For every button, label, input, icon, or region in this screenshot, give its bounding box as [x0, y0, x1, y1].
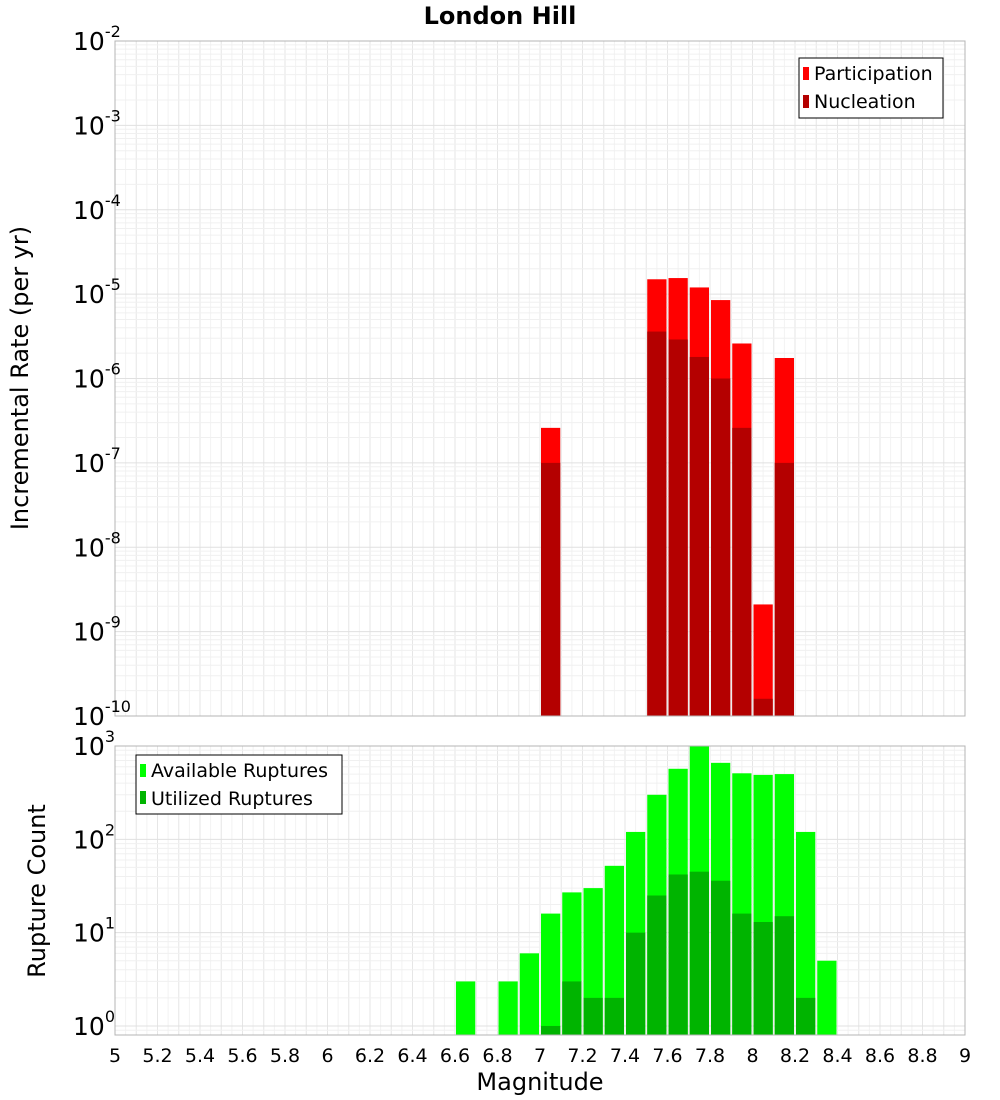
top-legend: Participation Nucleation: [798, 57, 944, 119]
x-tick-label: 8: [746, 1045, 758, 1067]
nucleation-bar: [774, 462, 794, 716]
utilized-ruptures-bar: [562, 981, 582, 1035]
y-tick-label: 10-3: [73, 106, 121, 140]
y-tick-label: 10-9: [73, 613, 121, 647]
utilized-ruptures-bar: [689, 871, 709, 1035]
x-tick-label: 7: [534, 1045, 546, 1067]
x-tick-label: 9: [959, 1045, 971, 1067]
top-bars: [541, 278, 794, 716]
utilized-ruptures-bar: [668, 874, 688, 1035]
top-legend-box: [798, 57, 944, 119]
utilized-ruptures-bar: [774, 916, 794, 1035]
bottom-y-tick-labels: 100 101 102 103: [73, 727, 115, 1041]
y-tick-label: 10-6: [73, 360, 121, 394]
available-ruptures-bar: [796, 831, 816, 1035]
x-axis-label: Magnitude: [476, 1068, 603, 1096]
legend-swatch-available: [140, 764, 146, 777]
top-panel: 10-10 10-9 10-8 10-7 10-6 10-5 10-4 10-3 10-2 In…: [6, 22, 966, 731]
x-tick-label: 8.8: [907, 1045, 937, 1067]
x-tick-label: 6.8: [482, 1045, 512, 1067]
top-y-axis-label: Incremental Rate (per yr): [6, 226, 34, 530]
nucleation-bar: [732, 427, 752, 716]
y-tick-label: 10-7: [73, 444, 121, 478]
y-tick-label: 10-10: [73, 697, 131, 731]
x-tick-label: 5: [109, 1045, 121, 1067]
x-tick-label: 8.4: [822, 1045, 852, 1067]
available-ruptures-bar: [817, 960, 837, 1035]
x-tick-label: 5.6: [227, 1045, 257, 1067]
legend-label-nucleation: Nucleation: [814, 91, 916, 113]
legend-label-utilized: Utilized Ruptures: [151, 788, 313, 810]
top-y-tick-labels: 10-10 10-9 10-8 10-7 10-6 10-5 10-4 10-3 10-2: [73, 22, 131, 731]
y-tick-label: 100: [73, 1007, 115, 1041]
y-tick-label: 10-2: [73, 22, 121, 56]
x-tick-label: 7.8: [695, 1045, 725, 1067]
y-tick-label: 102: [73, 820, 115, 854]
utilized-ruptures-bar: [711, 880, 731, 1035]
x-tick-label: 6.6: [440, 1045, 470, 1067]
top-plot-border: [114, 40, 966, 717]
legend-swatch-nucleation: [803, 95, 809, 108]
y-tick-label: 101: [73, 914, 115, 948]
available-ruptures-bar: [498, 981, 518, 1035]
utilized-ruptures-bar: [626, 932, 646, 1035]
available-ruptures-bar: [519, 953, 539, 1035]
participation-bar: [753, 604, 773, 716]
nucleation-bar: [689, 356, 709, 716]
legend-swatch-participation: [803, 67, 809, 80]
y-tick-label: 10-4: [73, 191, 121, 225]
x-tick-label: 7.6: [652, 1045, 682, 1067]
bottom-panel: 100 101 102 103 5 5.2 5.4 5.6 5.8 6 6.2 6.4 6.6 6.8 7…: [23, 727, 971, 1096]
available-ruptures-bar: [456, 981, 476, 1035]
x-tick-label: 8.2: [780, 1045, 810, 1067]
x-tick-label: 5.2: [142, 1045, 172, 1067]
top-grid: [114, 40, 966, 717]
bottom-y-axis-label: Rupture Count: [23, 804, 51, 978]
utilized-ruptures-bar: [583, 997, 603, 1035]
x-tick-label: 5.4: [185, 1045, 215, 1067]
x-tick-label: 6.4: [397, 1045, 427, 1067]
y-tick-label: 10-8: [73, 528, 121, 562]
legend-label-available: Available Ruptures: [151, 760, 328, 782]
utilized-ruptures-bar: [732, 913, 752, 1035]
nucleation-bar: [711, 378, 731, 716]
y-tick-label: 10-5: [73, 275, 121, 309]
nucleation-bar: [668, 339, 688, 716]
nucleation-bar: [647, 331, 667, 716]
utilized-ruptures-bar: [604, 997, 624, 1035]
available-ruptures-bar: [541, 913, 561, 1035]
x-tick-label: 6: [321, 1045, 333, 1067]
legend-label-participation: Participation: [814, 63, 933, 85]
utilized-ruptures-bar: [796, 997, 816, 1035]
utilized-ruptures-bar: [647, 895, 667, 1035]
y-tick-label: 103: [73, 727, 115, 761]
x-tick-label: 8.6: [865, 1045, 895, 1067]
utilized-ruptures-bar: [541, 1025, 561, 1035]
x-tick-label: 5.8: [270, 1045, 300, 1067]
bottom-plot-border: [114, 745, 966, 1036]
x-tick-labels: 5 5.2 5.4 5.6 5.8 6 6.2 6.4 6.6 6.8 7 7.2 7.4 7.6 7.8 8…: [109, 1045, 971, 1067]
bottom-bars: [456, 746, 837, 1035]
available-ruptures-bar: [604, 865, 624, 1035]
nucleation-bar: [753, 698, 773, 716]
legend-swatch-utilized: [140, 791, 146, 804]
x-tick-label: 6.2: [355, 1045, 385, 1067]
x-tick-label: 7.2: [567, 1045, 597, 1067]
bottom-legend: Available Ruptures Utilized Ruptures: [135, 754, 343, 815]
bottom-legend-box: [135, 754, 343, 815]
utilized-ruptures-bar: [753, 922, 773, 1035]
chart-title: London Hill: [424, 2, 577, 30]
nucleation-bar: [541, 462, 561, 716]
x-tick-label: 7.4: [610, 1045, 640, 1067]
